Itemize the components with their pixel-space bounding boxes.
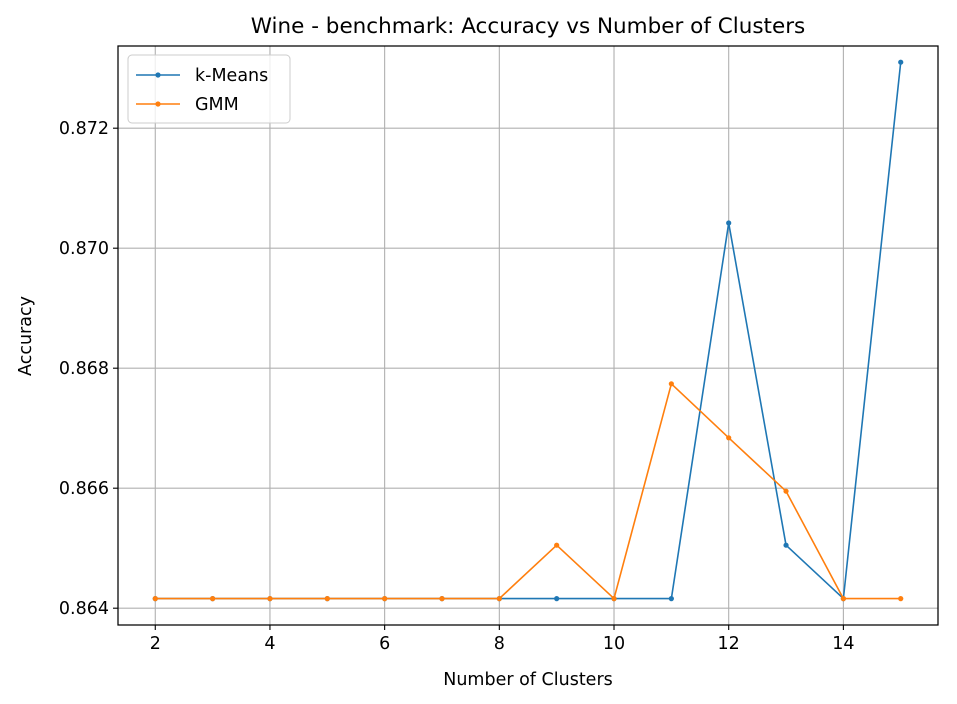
data-point-gmm xyxy=(152,596,158,602)
data-point-gmm xyxy=(439,596,445,602)
data-point-k-means xyxy=(554,596,560,602)
data-point-gmm xyxy=(267,596,273,602)
data-point-gmm xyxy=(554,542,560,548)
x-tick-label: 14 xyxy=(832,634,854,654)
x-tick-label: 8 xyxy=(494,634,505,654)
legend-marker-kmeans xyxy=(155,72,161,78)
data-point-gmm xyxy=(496,596,502,602)
plot-area xyxy=(118,46,938,625)
plot-frame xyxy=(117,45,939,626)
y-axis: 0.864 0.866 0.868 0.870 0.872 xyxy=(59,119,118,619)
data-point-k-means xyxy=(898,59,904,65)
data-point-gmm xyxy=(668,381,674,387)
data-point-gmm xyxy=(726,435,732,441)
y-axis-label: Accuracy xyxy=(16,296,36,376)
legend-frame xyxy=(127,54,291,124)
x-tick-label: 6 xyxy=(379,634,390,654)
data-point-gmm xyxy=(840,596,846,602)
data-point-k-means xyxy=(726,220,732,226)
legend-label-gmm: GMM xyxy=(195,95,239,115)
y-tick-label: 0.870 xyxy=(59,239,109,259)
y-tick-label: 0.866 xyxy=(59,479,109,499)
x-tick-label: 12 xyxy=(718,634,740,654)
data-point-gmm xyxy=(783,488,789,494)
data-point-gmm xyxy=(898,596,904,602)
data-point-k-means xyxy=(783,542,789,548)
legend: k-Means GMM xyxy=(127,54,291,124)
x-axis-label: Number of Clusters xyxy=(443,670,613,690)
y-tick-label: 0.872 xyxy=(59,119,109,139)
x-tick-label: 4 xyxy=(264,634,275,654)
grid-lines xyxy=(118,46,938,625)
data-point-gmm xyxy=(611,596,617,602)
x-tick-label: 10 xyxy=(603,634,625,654)
data-point-gmm xyxy=(382,596,388,602)
x-axis: 2 4 6 8 10 12 14 xyxy=(150,625,855,654)
data-point-gmm xyxy=(324,596,330,602)
y-tick-label: 0.868 xyxy=(59,359,109,379)
legend-label-kmeans: k-Means xyxy=(195,66,268,86)
series-line-gmm xyxy=(155,382,901,600)
data-point-gmm xyxy=(210,596,216,602)
data-point-k-means xyxy=(668,596,674,602)
y-tick-label: 0.864 xyxy=(59,599,109,619)
series-layer xyxy=(152,59,904,602)
chart-title: Wine - benchmark: Accuracy vs Number of … xyxy=(251,14,806,39)
legend-marker-gmm xyxy=(155,101,161,107)
x-tick-label: 2 xyxy=(150,634,161,654)
series-gmm xyxy=(152,381,904,602)
